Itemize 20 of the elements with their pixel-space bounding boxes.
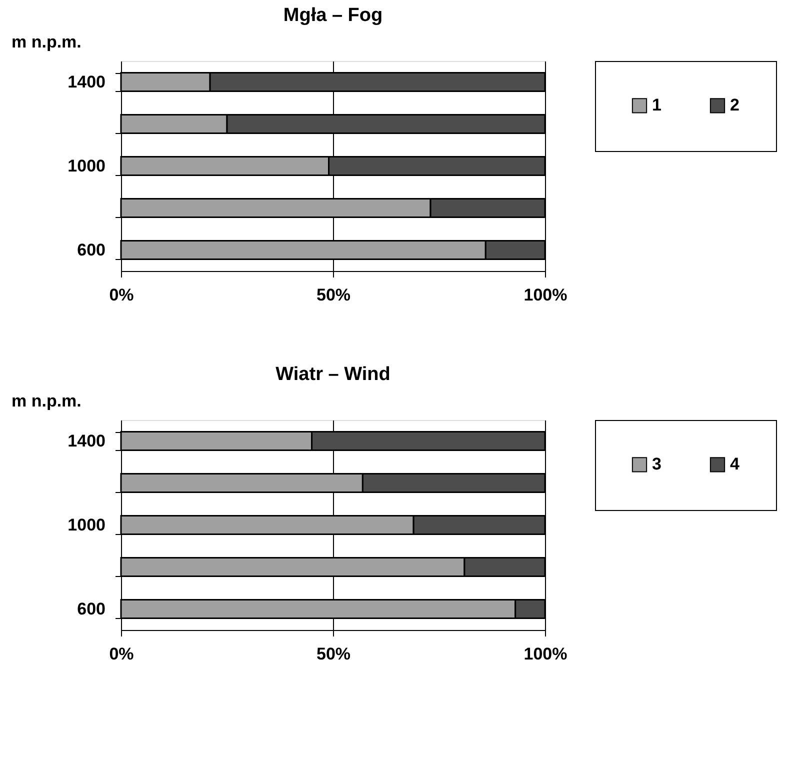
chart-title: Wiatr – Wind <box>276 364 390 385</box>
x-tick-label: 50% <box>316 286 351 304</box>
legend-label: 3 <box>652 454 662 474</box>
chart-title: Mgła – Fog <box>283 5 383 26</box>
y-tick-label: 1000 <box>68 516 106 534</box>
x-tick-label: 0% <box>109 286 134 304</box>
y-tick-label: 1400 <box>68 432 106 450</box>
y-tick-label: 1000 <box>68 156 106 176</box>
y-tick-label: 1400 <box>68 72 106 92</box>
legend-label: 4 <box>730 454 740 474</box>
y-tick-label: 600 <box>77 240 106 260</box>
y-tick-label: 600 <box>77 600 106 618</box>
y-axis-title: m n.p.m. <box>12 32 82 52</box>
x-tick-label: 100% <box>524 644 568 664</box>
x-tick-label: 50% <box>316 644 351 664</box>
y-axis-title: m n.p.m. <box>12 392 82 410</box>
legend-label: 2 <box>730 96 740 115</box>
x-tick-label: 100% <box>524 286 568 304</box>
x-tick-label: 0% <box>109 644 134 664</box>
legend-label: 1 <box>652 96 662 115</box>
